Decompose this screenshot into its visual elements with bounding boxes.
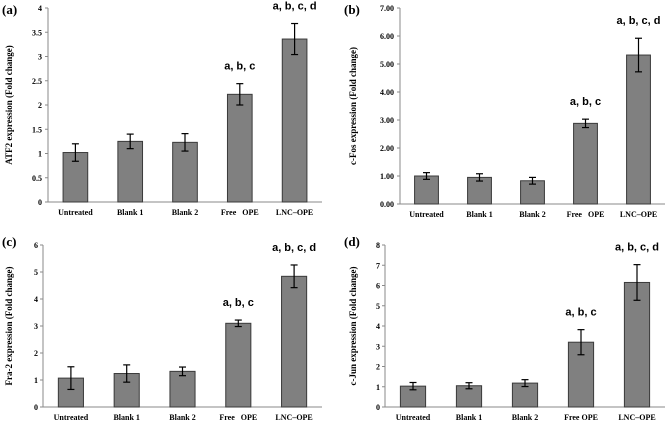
x-tick-label: Blank 2 [172,208,198,217]
chart-panel-1: (a) 0 0.5 1 1.5 2 2.5 3 3.5 4 ATF2 expression (Fol… [2,1,322,217]
y-tick-label: 7.00 [380,4,394,13]
y-tick-label: 0 [38,198,42,207]
bar [117,140,144,203]
chart-panel-3: (c) 0 1 2 3 4 5 6 Fra-2 expression (Fold change)… [2,234,322,421]
y-axis-label: c-Fos expression (Fold change) [348,47,358,165]
y-axis-label: Fra-2 expression (Fold change) [4,266,14,385]
significance-label: a, b, c [223,297,254,309]
y-axis-label: c-Jun expression (Fold change) [348,266,358,385]
panel-label: (d) [344,234,360,249]
y-tick-label: 5 [34,268,38,277]
chart-panel-2: (b) 0.00 1.00 2.00 3.00 4.00 5.00 6.00 7.00 c-Fos… [344,2,665,219]
y-tick-label: 5 [376,302,380,311]
significance-label: a, b, c, d [616,15,660,27]
significance-label: a, b, c [570,96,601,108]
panel-label: (b) [344,2,360,17]
significance-label: a, b, c [224,61,255,73]
x-tick-label: LNC–OPE [618,413,655,421]
y-tick-label: 0 [34,403,38,412]
bar [626,54,651,205]
y-tick-label: 4 [376,322,380,331]
y-tick-label: 5.00 [380,60,394,69]
bar [57,377,84,408]
y-tick-label: 2 [38,101,42,110]
x-tick-label: LNC–OPE [620,210,657,219]
x-tick-label: Free OPE [567,210,605,219]
y-tick-label: 3 [376,342,380,351]
y-axis-label: ATF2 expression (Fold change) [4,45,14,164]
bar [281,275,308,408]
x-tick-label: Untreated [58,208,93,217]
y-tick-label: 1 [376,383,380,392]
y-tick-label: 1 [34,376,38,385]
y-tick-label: 4 [34,295,38,304]
y-tick-label: 2.00 [380,144,394,153]
y-tick-label: 2.5 [32,77,42,86]
bar [623,281,651,408]
x-tick-label: Blank 2 [169,413,195,421]
panel-label: (c) [2,234,16,249]
bar [281,38,308,203]
significance-label: a, b, c, d [272,242,316,254]
y-tick-label: 6 [376,282,380,291]
y-tick-label: 3.5 [32,28,42,37]
y-tick-label: 8 [376,241,380,250]
significance-label: a, b, c [565,307,596,319]
panel-label: (a) [2,2,17,17]
x-tick-label: Blank 2 [512,413,538,421]
x-tick-label: Free OPE [564,413,598,421]
bar [225,322,252,408]
significance-label: a, b, c, d [615,242,659,254]
y-tick-label: 4 [38,4,42,13]
bar [573,122,598,205]
y-tick-label: 3 [34,322,38,331]
y-tick-label: 1 [38,150,42,159]
x-tick-label: Blank 1 [466,210,492,219]
y-tick-label: 0.5 [32,174,42,183]
y-tick-label: 7 [376,261,380,270]
y-tick-label: 1.00 [380,172,394,181]
y-tick-label: 3 [38,53,42,62]
y-tick-label: 1.5 [32,125,42,134]
x-tick-label: Free OPE [221,208,259,217]
y-tick-label: 6.00 [380,32,394,41]
y-tick-label: 2 [376,363,380,372]
significance-label: a, b, c, d [273,1,317,13]
x-tick-label: Blank 1 [456,413,482,421]
y-tick-label: 0.00 [380,200,394,209]
bar [226,93,253,203]
y-tick-label: 0 [376,403,380,412]
y-tick-label: 6 [34,241,38,250]
y-tick-label: 2 [34,349,38,358]
y-tick-label: 3.00 [380,116,394,125]
bar [169,370,196,408]
chart-panel-4: (d) 0 1 2 3 4 5 6 7 8 c-Jun expression (Fold chang… [344,234,665,421]
bar [414,175,439,205]
x-tick-label: Free OPE [219,413,257,421]
bar [172,141,198,203]
x-tick-label: Untreated [54,413,89,421]
x-tick-label: LNC–OPE [275,413,312,421]
x-tick-label: Untreated [409,210,444,219]
x-tick-label: Untreated [396,413,431,421]
x-tick-label: Blank 1 [113,413,139,421]
x-tick-label: Blank 1 [117,208,143,217]
x-tick-label: LNC–OPE [276,208,313,217]
x-tick-label: Blank 2 [519,210,545,219]
y-tick-label: 4.00 [380,88,394,97]
